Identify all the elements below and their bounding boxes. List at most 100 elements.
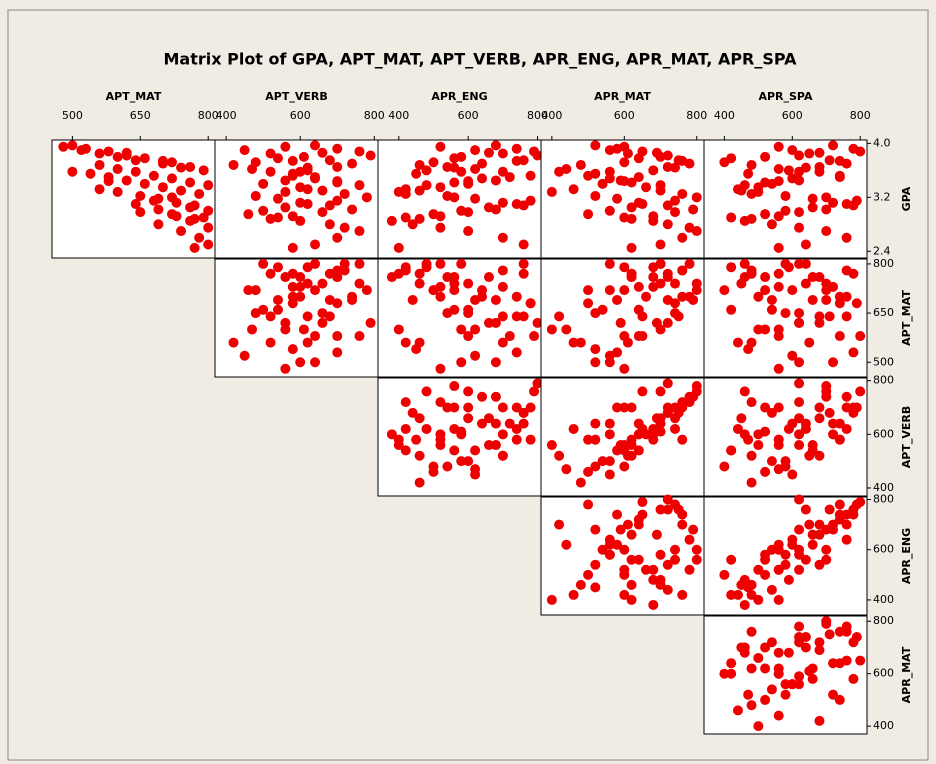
point <box>407 407 418 418</box>
point <box>112 186 123 197</box>
point <box>753 652 764 663</box>
point <box>800 504 811 515</box>
point <box>619 176 630 187</box>
point <box>648 599 659 610</box>
point <box>662 584 673 595</box>
point <box>185 177 196 188</box>
point <box>848 407 859 418</box>
point <box>773 434 784 445</box>
point <box>272 294 283 305</box>
point <box>719 569 730 580</box>
point <box>828 281 839 292</box>
point <box>94 159 105 170</box>
point <box>804 337 815 348</box>
point <box>848 200 859 211</box>
point <box>604 456 615 467</box>
point <box>821 226 832 237</box>
point <box>470 294 481 305</box>
point <box>310 357 321 368</box>
point <box>511 423 522 434</box>
point <box>619 402 630 413</box>
point <box>633 519 644 530</box>
point <box>490 204 501 215</box>
point <box>561 464 572 475</box>
point <box>648 211 659 222</box>
point <box>497 402 508 413</box>
point <box>794 357 805 368</box>
point <box>848 347 859 358</box>
point <box>198 212 209 223</box>
point <box>354 146 365 157</box>
point <box>203 239 214 250</box>
point <box>287 344 298 355</box>
point <box>393 186 404 197</box>
point <box>670 423 681 434</box>
point <box>189 242 200 253</box>
point-group <box>58 140 214 253</box>
point <box>490 357 501 368</box>
point <box>504 172 515 183</box>
point <box>317 278 328 289</box>
point <box>153 193 164 204</box>
row-label: APT_VERB <box>900 406 913 468</box>
y-tick-label: 400 <box>873 481 894 494</box>
point <box>821 618 832 629</box>
column-label: APR_MAT <box>594 90 651 103</box>
point <box>302 199 313 210</box>
point <box>766 684 777 695</box>
point <box>58 141 69 152</box>
point <box>824 407 835 418</box>
point <box>677 232 688 243</box>
point <box>612 539 623 550</box>
point <box>239 350 250 361</box>
point <box>773 176 784 187</box>
point <box>828 140 839 151</box>
point <box>855 331 866 342</box>
point <box>511 347 522 358</box>
point <box>302 337 313 348</box>
point <box>604 549 615 560</box>
point <box>626 213 637 224</box>
point <box>807 663 818 674</box>
point <box>239 145 250 156</box>
point <box>490 294 501 305</box>
point <box>171 197 182 208</box>
point <box>662 200 673 211</box>
point <box>435 281 446 292</box>
point <box>287 155 298 166</box>
point <box>814 715 825 726</box>
point <box>604 534 615 545</box>
point <box>449 177 460 188</box>
point <box>554 450 565 461</box>
point <box>324 294 335 305</box>
point <box>828 357 839 368</box>
point <box>651 529 662 540</box>
point <box>648 434 659 445</box>
point <box>272 153 283 164</box>
point <box>677 509 688 520</box>
point <box>435 363 446 374</box>
point <box>807 673 818 684</box>
point <box>612 509 623 520</box>
point <box>449 445 460 456</box>
point <box>302 311 313 322</box>
point <box>590 357 601 368</box>
point <box>612 143 623 154</box>
x-tick-label: 400 <box>714 109 735 122</box>
y-tick-label: 600 <box>873 543 894 556</box>
x-tick-label: 600 <box>782 109 803 122</box>
point <box>67 140 78 151</box>
x-tick-label: 800 <box>527 109 548 122</box>
x-tick-label: 600 <box>458 109 479 122</box>
point <box>546 440 557 451</box>
point <box>691 226 702 237</box>
point <box>841 232 852 243</box>
point <box>575 337 586 348</box>
y-tick-label: 800 <box>873 493 894 506</box>
point <box>807 272 818 283</box>
point <box>648 564 659 575</box>
point <box>414 413 425 424</box>
point <box>511 155 522 166</box>
point <box>800 162 811 173</box>
point <box>726 262 737 273</box>
